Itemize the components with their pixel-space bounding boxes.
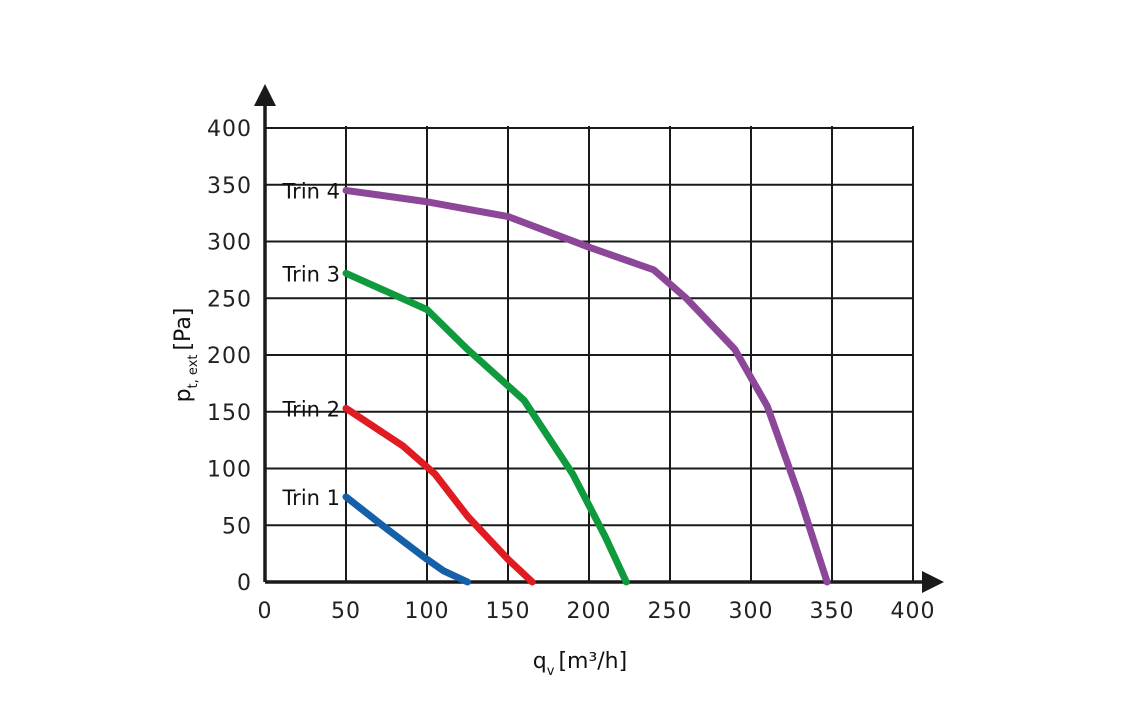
series-label-trin-2: Trin 2: [281, 397, 340, 421]
tick-labels: 0 50 100 150 200 250 300 350 400 0 50 100 150 200 250 3…: [207, 117, 936, 624]
x-axis-label-sub: v: [547, 664, 555, 679]
y-tick-label: 0: [237, 571, 252, 596]
y-axis-arrow: [254, 84, 276, 106]
y-tick-label: 50: [222, 514, 252, 539]
y-axis-label-sub: t, ext: [186, 355, 201, 389]
x-tick-label: 100: [405, 599, 450, 624]
y-tick-label: 150: [207, 401, 252, 426]
y-tick-label: 100: [207, 458, 252, 483]
x-axis-label-main: q: [533, 649, 547, 674]
x-tick-label: 150: [486, 599, 531, 624]
x-tick-label: 300: [729, 599, 774, 624]
y-tick-label: 400: [207, 117, 252, 142]
x-tick-label: 350: [810, 599, 855, 624]
series-label-trin-4: Trin 4: [281, 179, 340, 203]
y-tick-label: 250: [207, 287, 252, 312]
x-axis-arrow: [922, 571, 944, 593]
series-line-trin-3: [342, 269, 630, 586]
axes: [254, 84, 944, 593]
series-line-trin-2: [342, 404, 536, 586]
x-tick-label: 50: [331, 599, 361, 624]
y-tick-label: 200: [207, 344, 252, 369]
y-tick-label: 350: [207, 174, 252, 199]
series-curves: [342, 186, 831, 586]
x-tick-label: 400: [891, 599, 936, 624]
series-label-trin-3: Trin 3: [281, 262, 340, 286]
grid: [265, 126, 914, 582]
x-axis-label-unit: [m³/h]: [558, 649, 627, 674]
y-axis-label-main: p: [171, 388, 196, 402]
y-tick-label: 300: [207, 231, 252, 256]
series-label-trin-1: Trin 1: [281, 486, 340, 510]
x-tick-label: 250: [648, 599, 693, 624]
series-line-trin-4: [342, 186, 831, 586]
y-axis-label: pt, ext [Pa]: [171, 308, 201, 403]
x-tick-label: 0: [258, 599, 273, 624]
series-labels: Trin 1 Trin 2 Trin 3 Trin 4: [281, 179, 340, 509]
y-axis-label-unit: [Pa]: [171, 308, 196, 351]
x-tick-label: 200: [567, 599, 612, 624]
series-line-trin-1: [342, 493, 471, 586]
x-axis-label: qv [m³/h]: [533, 649, 627, 679]
